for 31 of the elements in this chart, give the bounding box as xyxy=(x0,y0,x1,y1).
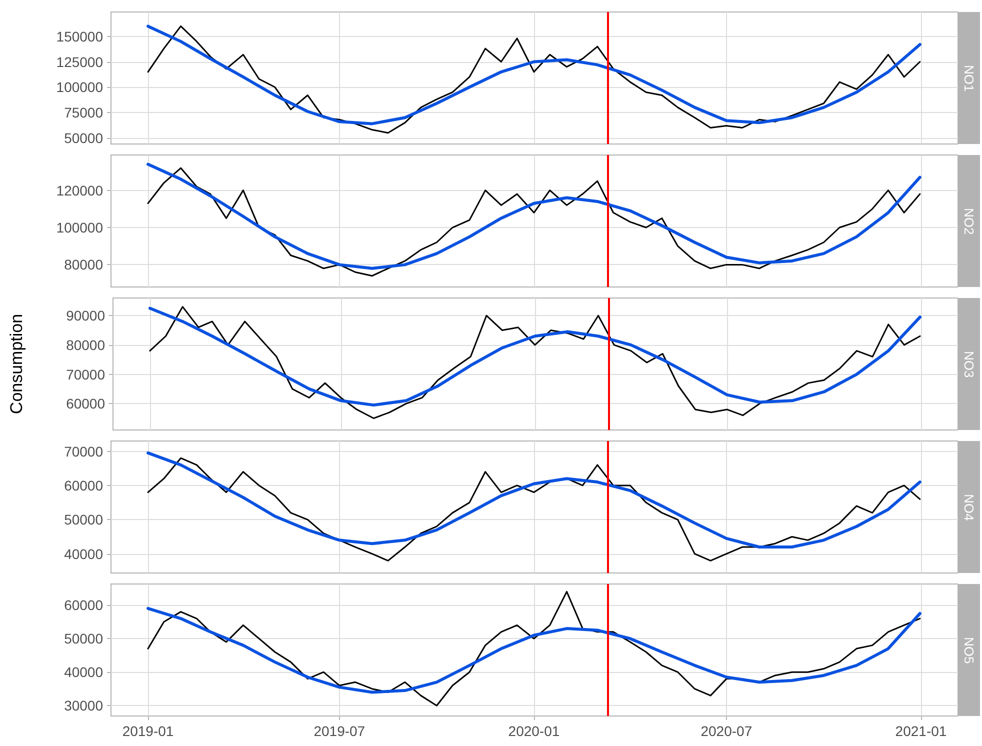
y-tick-label: 40000 xyxy=(64,546,104,562)
y-tick-label: 50000 xyxy=(64,630,104,647)
y-tick-label: 30000 xyxy=(64,698,104,714)
y-tick-label: 100000 xyxy=(56,220,104,236)
y-tick-label: 70000 xyxy=(64,443,104,460)
x-tick-label: 2019-01 xyxy=(122,723,174,739)
y-tick-label: 80000 xyxy=(64,256,104,273)
y-tick-label: 50000 xyxy=(64,512,104,528)
y-tick-label: 100000 xyxy=(56,79,104,96)
text: NO1 xyxy=(962,64,976,92)
text: NO2 xyxy=(962,208,976,234)
x-tick-label: 2020-07 xyxy=(700,723,752,739)
y-tick-label: 80000 xyxy=(66,336,106,353)
y-tick-label: 60000 xyxy=(66,396,106,412)
y-tick-label: 40000 xyxy=(64,664,104,680)
y-tick-label: 60000 xyxy=(64,477,104,494)
x-tick-label: 2020-01 xyxy=(508,723,560,739)
x-tick-label: 2019-07 xyxy=(314,723,366,739)
y-tick-label: 120000 xyxy=(56,182,104,198)
y-tick-label: 90000 xyxy=(66,308,106,324)
y-tick-label: 150000 xyxy=(56,28,104,44)
text: NO5 xyxy=(962,636,976,664)
text: NO3 xyxy=(962,350,976,378)
y-tick-label: 75000 xyxy=(64,104,104,121)
x-tick-label: 2021-01 xyxy=(895,723,947,739)
y-tick-label: 70000 xyxy=(66,366,106,382)
y-tick-label: 60000 xyxy=(64,597,104,614)
text: NO4 xyxy=(962,494,976,520)
y-axis-title: Consumption xyxy=(7,314,26,414)
y-tick-label: 50000 xyxy=(64,130,104,146)
y-tick-label: 125000 xyxy=(56,54,104,70)
